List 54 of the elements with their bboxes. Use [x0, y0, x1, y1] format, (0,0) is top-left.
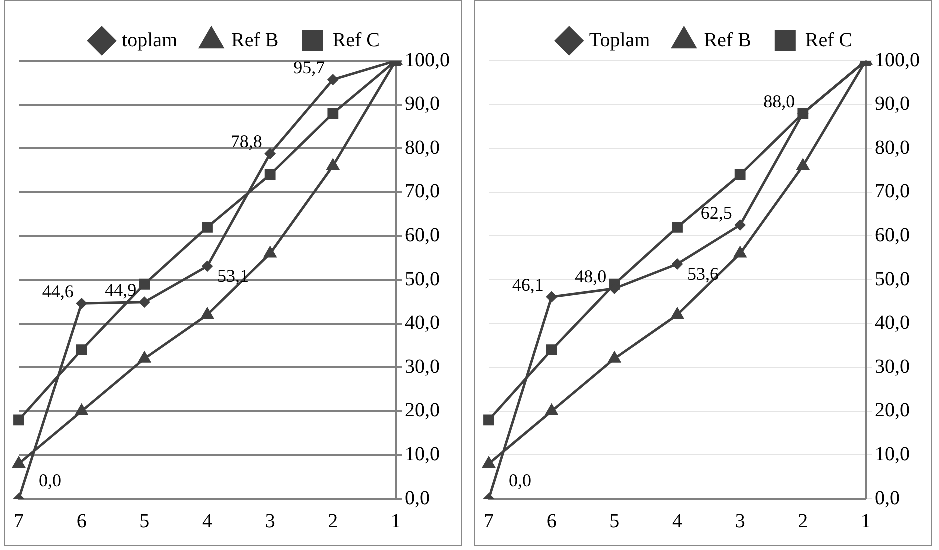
x-tick-label: 7 [484, 510, 494, 532]
x-tick-label: 4 [202, 510, 212, 532]
legend-label: toplam [122, 29, 178, 52]
y-tick-label: 10,0 [405, 443, 440, 466]
y-tick-label: 40,0 [875, 312, 910, 334]
legend-label: Ref B [704, 29, 752, 52]
y-tick-label: 0,0 [875, 487, 900, 510]
x-tick-label: 1 [391, 510, 401, 532]
x-tick-label: 6 [76, 510, 87, 532]
data-label: 62,5 [700, 202, 732, 223]
y-tick-label: 70,0 [875, 180, 910, 203]
y-tick-label: 50,0 [405, 268, 440, 290]
y-tick-label: 60,0 [875, 224, 910, 246]
y-tick-label: 90,0 [875, 93, 910, 116]
data-label: 0,0 [39, 470, 62, 491]
x-tick-label: 5 [140, 510, 150, 532]
x-tick-label: 7 [14, 510, 24, 532]
data-label: 44,9 [105, 280, 137, 300]
y-tick-label: 100,0 [875, 49, 920, 72]
legend-label: Ref C [805, 29, 853, 52]
x-tick-label: 1 [861, 510, 871, 532]
y-tick-label: 20,0 [405, 400, 440, 422]
data-label: 53,6 [688, 264, 719, 284]
y-tick-label: 90,0 [405, 93, 440, 116]
y-tick-label: 100,0 [405, 49, 450, 72]
y-tick-label: 30,0 [875, 356, 910, 378]
x-tick-label: 4 [672, 510, 682, 532]
data-label: 0,0 [509, 470, 532, 491]
x-tick-label: 5 [610, 510, 620, 532]
legend-label: Toplam [589, 29, 651, 52]
data-label: 88,0 [764, 91, 796, 112]
x-tick-label: 2 [328, 510, 338, 532]
y-tick-label: 20,0 [875, 400, 910, 422]
x-tick-label: 3 [265, 510, 276, 532]
data-label: 53,1 [218, 266, 249, 286]
y-tick-label: 60,0 [405, 224, 440, 246]
y-tick-label: 0,0 [405, 487, 430, 510]
y-tick-label: 10,0 [875, 443, 910, 466]
data-label: 48,0 [575, 266, 607, 286]
x-tick-label: 6 [546, 510, 557, 532]
data-label: 44,6 [42, 281, 74, 302]
legend-label: Ref B [232, 29, 279, 52]
legend-label: Ref C [332, 29, 380, 52]
x-tick-label: 2 [798, 510, 808, 532]
data-label: 78,8 [230, 132, 262, 152]
data-label: 95,7 [294, 58, 326, 78]
y-tick-label: 70,0 [405, 180, 440, 203]
y-tick-label: 80,0 [405, 136, 440, 159]
y-tick-label: 30,0 [405, 356, 440, 378]
y-tick-label: 50,0 [875, 268, 910, 290]
data-label: 46,1 [512, 274, 544, 295]
x-tick-label: 3 [735, 510, 746, 532]
y-tick-label: 40,0 [405, 312, 440, 334]
y-tick-label: 80,0 [875, 136, 910, 159]
